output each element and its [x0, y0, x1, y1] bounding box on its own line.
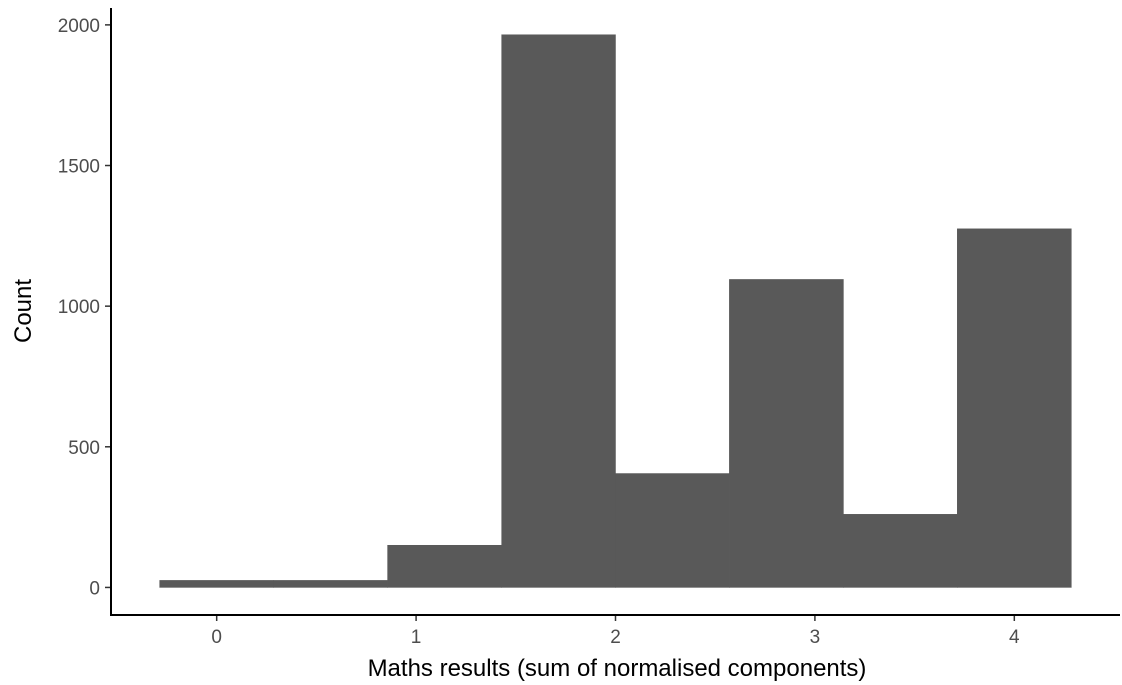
x-tick-label-2: 2	[610, 627, 621, 648]
x-tick-label-3: 3	[810, 627, 821, 648]
x-tick-label-4: 4	[1009, 627, 1020, 648]
x-axis-title: Maths results (sum of normalised compone…	[368, 655, 867, 682]
bars-group	[159, 34, 1072, 588]
x-tick-label-0: 0	[211, 627, 222, 648]
x-tick-label-1: 1	[411, 627, 422, 648]
y-axis-ticks: 0 500 1000 1500 2000	[58, 16, 111, 599]
histogram-bar-1	[273, 580, 388, 588]
histogram-bar-6	[843, 514, 958, 588]
histogram-bar-2	[387, 544, 502, 588]
y-axis-title: Count	[10, 279, 37, 343]
histogram-bar-0	[159, 580, 274, 588]
y-tick-label-2: 1000	[58, 297, 100, 318]
histogram-bar-4	[615, 473, 730, 588]
histogram-bar-7	[957, 228, 1072, 588]
y-tick-label-1: 500	[68, 438, 100, 459]
x-axis-ticks: 0 1 2 3 4	[211, 615, 1020, 648]
histogram-bar-3	[501, 34, 616, 588]
y-tick-label-3: 1500	[58, 157, 100, 178]
y-tick-label-0: 0	[89, 578, 100, 599]
histogram-bar-5	[729, 279, 844, 588]
y-tick-label-4: 2000	[58, 16, 100, 37]
